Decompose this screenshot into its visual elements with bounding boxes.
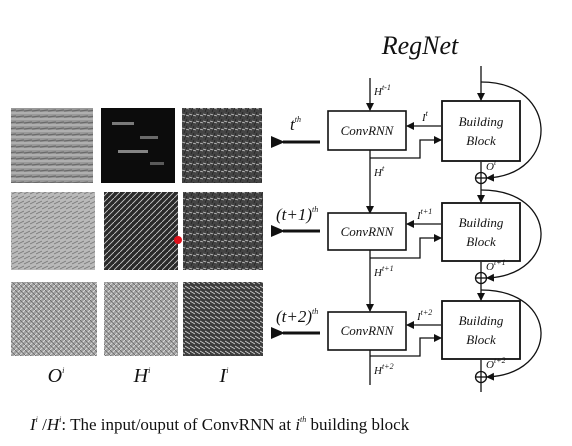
convrnn-cell-2: ConvRNN xyxy=(327,212,407,251)
convrnn-label: ConvRNN xyxy=(341,323,395,338)
convrnn-label: ConvRNN xyxy=(341,224,395,239)
network-wiring xyxy=(366,66,542,392)
label-h-in-row1: Ht-1 xyxy=(373,83,391,98)
convrnn-cell-3: ConvRNN xyxy=(327,311,407,351)
building-block-1: Building Block xyxy=(441,100,521,162)
step-label-row2: (t+1)th xyxy=(276,205,318,224)
feature-map-i-row2 xyxy=(183,192,263,270)
feature-map-i-row3 xyxy=(183,282,263,356)
column-label-h: Hi xyxy=(133,365,151,387)
feature-map-o-row1 xyxy=(11,108,93,183)
feature-map-o-row2 xyxy=(11,192,95,270)
building-block-label-1: Building xyxy=(459,114,504,129)
label-o-row3: Ot+2 xyxy=(486,356,506,371)
label-h-out-row1: Ht xyxy=(373,164,385,179)
building-block-label-2: Block xyxy=(466,234,496,249)
label-h-out-row3: Ht+2 xyxy=(373,362,394,377)
column-label-o: Oi xyxy=(48,365,65,387)
convrnn-label: ConvRNN xyxy=(341,123,395,138)
feature-map-h-row3 xyxy=(104,282,178,356)
building-block-2: Building Block xyxy=(441,202,521,262)
building-block-label-1: Building xyxy=(459,313,504,328)
label-h-out-row2: Ht+1 xyxy=(373,264,394,279)
feature-map-h-row1-streaks xyxy=(112,122,164,165)
label-i-row2: It+1 xyxy=(416,207,432,222)
feature-map-h-row1 xyxy=(101,108,175,183)
figure-caption: Ii /Hi: The input/ouput of ConvRNN at it… xyxy=(29,415,410,434)
building-block-3: Building Block xyxy=(441,300,521,360)
label-i-row3: It+2 xyxy=(416,308,432,323)
step-label-row3: (t+2)th xyxy=(276,307,318,326)
convrnn-cell-1: ConvRNN xyxy=(327,110,407,151)
step-label-row1: tth xyxy=(290,115,301,134)
feature-map-h-row2 xyxy=(104,192,178,270)
label-o-row2: Ot+1 xyxy=(486,258,506,273)
building-block-label-2: Block xyxy=(466,332,496,347)
column-label-i: Ii xyxy=(219,365,229,387)
highlight-marker xyxy=(174,236,182,244)
label-i-row1: It xyxy=(421,109,429,124)
label-o-row1: Ot xyxy=(486,158,497,173)
feature-map-grid xyxy=(11,108,263,356)
figure-title: RegNet xyxy=(381,31,459,60)
feature-map-i-row1 xyxy=(182,108,262,183)
feature-map-o-row3 xyxy=(11,282,97,356)
building-block-label-2: Block xyxy=(466,133,496,148)
building-block-label-1: Building xyxy=(459,215,504,230)
